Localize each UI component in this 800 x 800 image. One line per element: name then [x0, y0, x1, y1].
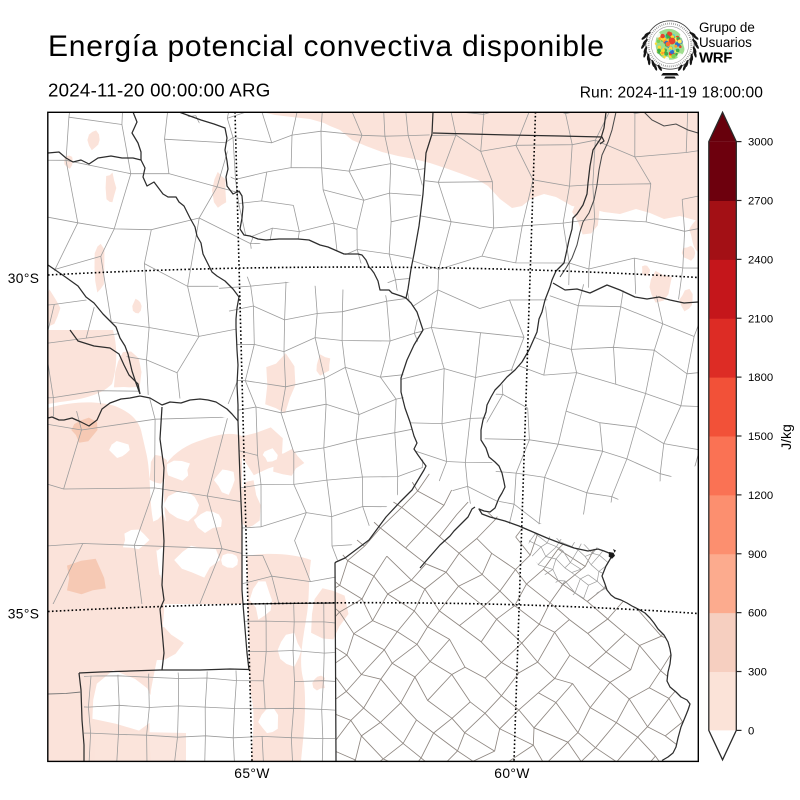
svg-text:1800: 1800 [748, 372, 773, 384]
svg-text:2100: 2100 [748, 313, 773, 325]
svg-text:2024-11-20 00:00:00 ARG: 2024-11-20 00:00:00 ARG [48, 80, 271, 101]
svg-text:WRF: WRF [699, 50, 732, 67]
svg-text:30°S: 30°S [8, 271, 40, 286]
svg-text:0: 0 [748, 725, 754, 737]
svg-text:65°W: 65°W [234, 766, 270, 781]
svg-text:3000: 3000 [748, 137, 773, 149]
svg-text:Energía potencial convectiva d: Energía potencial convectiva disponible [48, 30, 605, 63]
svg-text:35°S: 35°S [8, 606, 40, 621]
svg-text:Usuarios: Usuarios [699, 35, 752, 50]
svg-text:2400: 2400 [748, 254, 773, 266]
svg-text:Grupo de: Grupo de [699, 20, 755, 35]
svg-text:Run: 2024-11-19 18:00:00: Run: 2024-11-19 18:00:00 [580, 85, 764, 102]
svg-text:60°W: 60°W [494, 766, 530, 781]
svg-text:900: 900 [748, 549, 767, 561]
svg-text:1500: 1500 [748, 431, 773, 443]
svg-text:2700: 2700 [748, 196, 773, 208]
svg-text:J/kg: J/kg [778, 424, 794, 450]
svg-text:1200: 1200 [748, 490, 773, 502]
svg-text:300: 300 [748, 667, 767, 679]
svg-text:600: 600 [748, 608, 767, 620]
